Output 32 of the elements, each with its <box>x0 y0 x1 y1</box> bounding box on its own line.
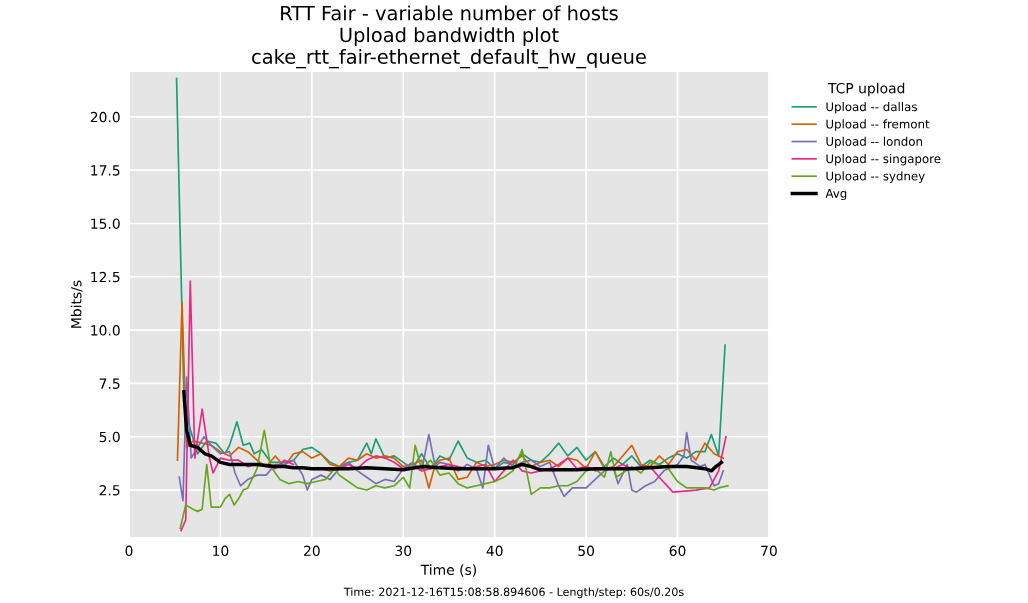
x-tick-label: 70 <box>761 545 777 557</box>
y-tick-label: 7.5 <box>99 378 120 389</box>
line-series <box>179 429 729 530</box>
y-tick-label: 5.0 <box>99 431 120 443</box>
legend-label: Upload -- london <box>826 136 922 149</box>
y-tick-label: 15.0 <box>91 218 120 229</box>
line-series <box>176 301 725 489</box>
text: Time: 2021-12-16T15:08:58.894606 - Length/step: 60s/0.20s <box>343 587 684 599</box>
y-tick-label: 10.0 <box>91 325 120 336</box>
x-axis-title: Time (s) <box>420 564 477 577</box>
legend-label: Upload -- sydney <box>826 171 925 183</box>
legend-label: Upload -- fremont <box>826 119 930 131</box>
x-tick-label: 10 <box>213 545 229 557</box>
line-series <box>175 77 726 470</box>
x-tick-label: 50 <box>578 545 595 557</box>
chart-title: RTT Fair - variable number of hosts Upload bandwidth plot cake_rtt_fair-ethernet_default_hw_queue <box>252 5 646 69</box>
x-tick-label: 40 <box>486 545 503 557</box>
legend-label: Upload -- singapore <box>826 154 941 166</box>
y-tick-label: 20.0 <box>90 111 120 123</box>
x-tick-label: 60 <box>669 545 686 557</box>
x-tick-label: 20 <box>304 545 320 557</box>
y-tick-label: 2.5 <box>99 485 120 496</box>
y-tick-label: 17.5 <box>91 165 120 176</box>
y-axis-title: Mbits/s <box>70 280 83 328</box>
legend-label: Avg <box>825 189 847 201</box>
x-tick-label: 30 <box>395 545 412 557</box>
legend-label: Upload -- dallas <box>826 102 917 114</box>
legend-title: TCP upload <box>827 82 905 97</box>
line-series <box>178 376 725 502</box>
x-tick-label: 0 <box>125 545 133 557</box>
y-tick-label: 12.5 <box>91 271 120 283</box>
line-series <box>182 390 724 473</box>
